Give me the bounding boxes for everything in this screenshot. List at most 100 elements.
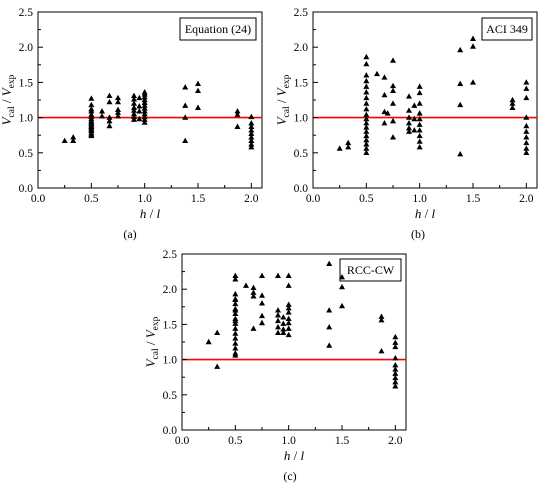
data-point (384, 110, 391, 116)
y-tick-label: 1.5 (19, 77, 34, 89)
data-point (390, 100, 396, 106)
data-point (232, 317, 239, 324)
y-axis-label: Vcal / Vexp (0, 74, 17, 125)
data-point (392, 343, 399, 350)
x-tick-label: 1.5 (335, 435, 350, 447)
data-point (115, 98, 121, 105)
data-point (381, 74, 388, 80)
data-point (390, 82, 396, 89)
data-point (339, 283, 345, 290)
data-point (131, 107, 137, 113)
data-point (131, 116, 137, 122)
y-axis-label-part: / (143, 338, 158, 348)
data-point (232, 325, 239, 331)
x-axis-label-part: l (157, 206, 161, 221)
data-point (280, 329, 287, 336)
data-point (234, 111, 241, 117)
data-point (523, 128, 530, 134)
data-point (457, 151, 464, 157)
x-axis-label-part: / (290, 448, 300, 463)
data-point (326, 307, 333, 313)
y-tick-label: 2.0 (163, 284, 178, 296)
data-point (363, 100, 370, 106)
data-point (131, 113, 137, 120)
y-tick-label: 1.5 (294, 77, 309, 89)
data-point (106, 114, 113, 120)
data-point (457, 101, 464, 108)
data-point (275, 329, 281, 336)
y-axis-label-part: V (143, 357, 158, 367)
data-point (275, 312, 281, 318)
y-tick-label: 0.0 (163, 425, 178, 437)
legend-label: Equation (24) (185, 22, 251, 36)
data-point (285, 305, 292, 311)
data-point (136, 103, 143, 109)
data-point (232, 276, 239, 282)
data-point (416, 121, 423, 127)
data-point (136, 108, 143, 114)
data-point (363, 149, 370, 155)
data-point (280, 326, 287, 332)
data-point (106, 122, 113, 129)
x-tick-label: 1.5 (191, 193, 206, 205)
data-point (232, 335, 239, 341)
data-point (392, 333, 399, 340)
data-point (416, 100, 423, 106)
data-point (115, 109, 121, 115)
data-point (259, 272, 265, 279)
x-tick-label: 2.0 (244, 193, 259, 205)
data-point (457, 46, 464, 53)
data-point (141, 108, 148, 114)
data-point (392, 339, 399, 345)
data-point (285, 272, 292, 279)
data-point (141, 93, 148, 100)
data-points (336, 35, 530, 157)
data-point (411, 102, 418, 108)
data-point (285, 301, 292, 307)
legend-box (179, 17, 257, 41)
y-tick-label: 2.0 (19, 42, 34, 54)
y-tick-label: 0.0 (294, 183, 309, 195)
x-axis-label-part: l (301, 448, 305, 463)
y-tick-label: 2.5 (163, 249, 178, 261)
data-point (88, 108, 95, 114)
data-point (406, 93, 412, 99)
data-point (457, 80, 464, 87)
x-axis-label-part: / (146, 206, 156, 221)
data-point (275, 272, 281, 279)
data-point (363, 136, 370, 143)
data-point (259, 319, 265, 326)
data-point (406, 114, 412, 120)
data-point (363, 72, 370, 78)
data-point (88, 101, 95, 108)
data-point (99, 108, 105, 114)
x-tick-label: 0.0 (306, 193, 321, 205)
data-point (363, 120, 370, 126)
data-point (285, 319, 292, 326)
y-axis-label-part: V (0, 86, 14, 96)
data-point (523, 139, 530, 146)
data-point (243, 282, 249, 288)
data-point (406, 120, 412, 126)
chart-panel: 0.0 0.5 1.0 1.5 2.0 0.0 0.5 1.0 1.5 2.0 2.5 h / l Vc… (0, 7, 263, 241)
data-point (416, 110, 423, 116)
data-point (378, 316, 385, 323)
data-point (336, 145, 343, 151)
data-point (392, 366, 399, 372)
data-point (232, 290, 239, 297)
data-point (416, 89, 423, 96)
data-point (250, 325, 257, 331)
data-point (131, 92, 137, 98)
y-axis-label-part: exp (151, 316, 161, 330)
data-point (523, 94, 530, 101)
data-point (523, 145, 530, 151)
chart-panel: 0.0 0.5 1.0 1.5 2.0 0.0 0.5 1.0 1.5 2.0 2.5 h / l Vc… (274, 7, 538, 241)
x-tick-label: 0.0 (31, 193, 46, 205)
y-axis-label-part: V (274, 86, 289, 96)
data-point (363, 89, 370, 95)
data-point (106, 117, 113, 124)
data-point (392, 354, 399, 361)
data-point (182, 114, 189, 120)
data-point (131, 104, 137, 110)
